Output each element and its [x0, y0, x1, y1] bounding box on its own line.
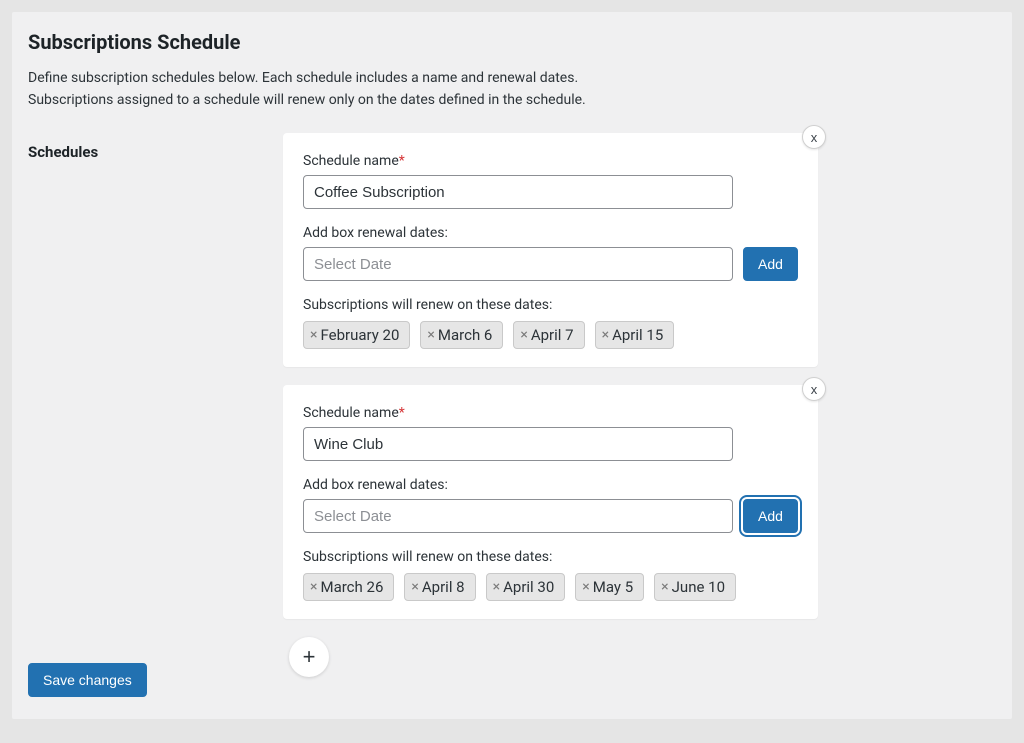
schedule-name-input[interactable]: [303, 427, 733, 461]
schedule-card: xSchedule name*Add box renewal dates:Add…: [283, 385, 818, 619]
renew-dates-label: Subscriptions will renew on these dates:: [303, 549, 798, 565]
date-chip-label: March 6: [438, 326, 492, 344]
schedule-name-label: Schedule name*: [303, 153, 798, 169]
remove-date-icon[interactable]: ×: [427, 328, 434, 342]
schedule-name-input[interactable]: [303, 175, 733, 209]
remove-date-icon[interactable]: ×: [661, 580, 668, 594]
schedules-section-label: Schedules: [28, 133, 283, 161]
remove-schedule-button[interactable]: x: [802, 377, 826, 401]
date-chip-list: ×March 26×April 8×April 30×May 5×June 10: [303, 573, 798, 601]
date-chip: × March 6: [420, 321, 503, 349]
add-date-button[interactable]: Add: [743, 499, 798, 533]
schedule-name-label: Schedule name*: [303, 405, 798, 421]
date-chip: ×March 26: [303, 573, 394, 601]
date-chip-label: May 5: [593, 578, 633, 596]
add-dates-label: Add box renewal dates:: [303, 225, 798, 241]
date-chip: ×April 30: [486, 573, 566, 601]
add-date-button[interactable]: Add: [743, 247, 798, 281]
remove-date-icon[interactable]: ×: [582, 580, 589, 594]
page-title: Subscriptions Schedule: [28, 30, 996, 54]
date-chip-label: April 7: [531, 326, 574, 344]
date-chip: ×April 15: [595, 321, 675, 349]
remove-date-icon[interactable]: ×: [310, 328, 317, 342]
remove-schedule-button[interactable]: x: [802, 125, 826, 149]
date-chip: × June 10: [654, 573, 736, 601]
date-chip-label: April 30: [503, 578, 554, 596]
date-chip-label: June 10: [672, 578, 725, 596]
date-chip: × April 8: [404, 573, 475, 601]
remove-date-icon[interactable]: ×: [520, 328, 527, 342]
remove-date-icon[interactable]: ×: [411, 580, 418, 594]
renew-dates-label: Subscriptions will renew on these dates:: [303, 297, 798, 313]
date-chip-label: April 15: [612, 326, 663, 344]
desc-line-2: Subscriptions assigned to a schedule wil…: [28, 92, 586, 108]
date-chip-list: ×February 20×March 6×April 7×April 15: [303, 321, 798, 349]
remove-date-icon[interactable]: ×: [493, 580, 500, 594]
date-chip: × April 7: [513, 321, 584, 349]
date-chip: ×February 20: [303, 321, 410, 349]
date-input[interactable]: [303, 499, 733, 533]
date-chip-label: April 8: [422, 578, 465, 596]
remove-date-icon[interactable]: ×: [602, 328, 609, 342]
date-input[interactable]: [303, 247, 733, 281]
page-description: Define subscription schedules below. Eac…: [28, 68, 996, 111]
date-chip: × May 5: [575, 573, 644, 601]
add-dates-label: Add box renewal dates:: [303, 477, 798, 493]
desc-line-1: Define subscription schedules below. Eac…: [28, 70, 578, 86]
add-schedule-button[interactable]: +: [289, 637, 329, 677]
save-button[interactable]: Save changes: [28, 663, 147, 697]
date-chip-label: February 20: [320, 326, 399, 344]
schedule-card: xSchedule name*Add box renewal dates:Add…: [283, 133, 818, 367]
remove-date-icon[interactable]: ×: [310, 580, 317, 594]
date-chip-label: March 26: [320, 578, 383, 596]
